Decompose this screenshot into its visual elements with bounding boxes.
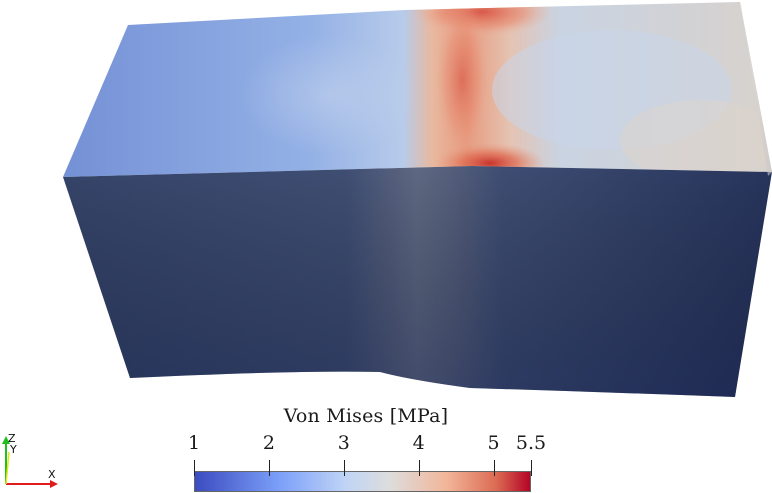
color-legend-tick-mark bbox=[418, 460, 420, 476]
color-legend-tick-mark bbox=[531, 460, 532, 476]
color-legend-tick-label: 5.5 bbox=[515, 432, 547, 454]
color-legend-tick-mark bbox=[493, 460, 495, 476]
axes-triad bbox=[2, 436, 58, 488]
color-legend-tick-mark bbox=[194, 460, 195, 476]
block-front-face bbox=[63, 166, 772, 397]
color-legend-gradient-bar bbox=[194, 471, 531, 492]
color-legend-tick-label: 5 bbox=[487, 432, 500, 454]
y-axis-label: Y bbox=[10, 443, 17, 456]
color-legend-tick-label: 4 bbox=[412, 432, 425, 454]
block-top-face bbox=[63, 2, 772, 177]
x-axis-label: X bbox=[48, 468, 56, 481]
color-legend-title: Von Mises [MPa] bbox=[283, 405, 449, 427]
z-axis-arrowhead bbox=[2, 436, 10, 444]
color-legend-tick-label: 2 bbox=[262, 432, 275, 454]
color-legend-tick-label: 3 bbox=[337, 432, 350, 454]
z-axis-label: Z bbox=[8, 432, 16, 445]
color-legend-tick-mark bbox=[268, 460, 270, 476]
color-legend-tick-labels: 1 2 3 4 5 5.5 bbox=[150, 432, 570, 460]
color-legend: Von Mises [MPa] 1 2 3 4 5 5.5 bbox=[150, 400, 570, 493]
block-right-edge bbox=[740, 2, 772, 176]
color-legend-tick-label: 1 bbox=[187, 432, 201, 454]
orientation-axes-widget: X Y Z bbox=[0, 430, 70, 493]
x-axis-arrowhead bbox=[50, 480, 58, 488]
color-legend-tick-mark bbox=[343, 460, 345, 476]
y-axis-arrow bbox=[5, 451, 10, 485]
